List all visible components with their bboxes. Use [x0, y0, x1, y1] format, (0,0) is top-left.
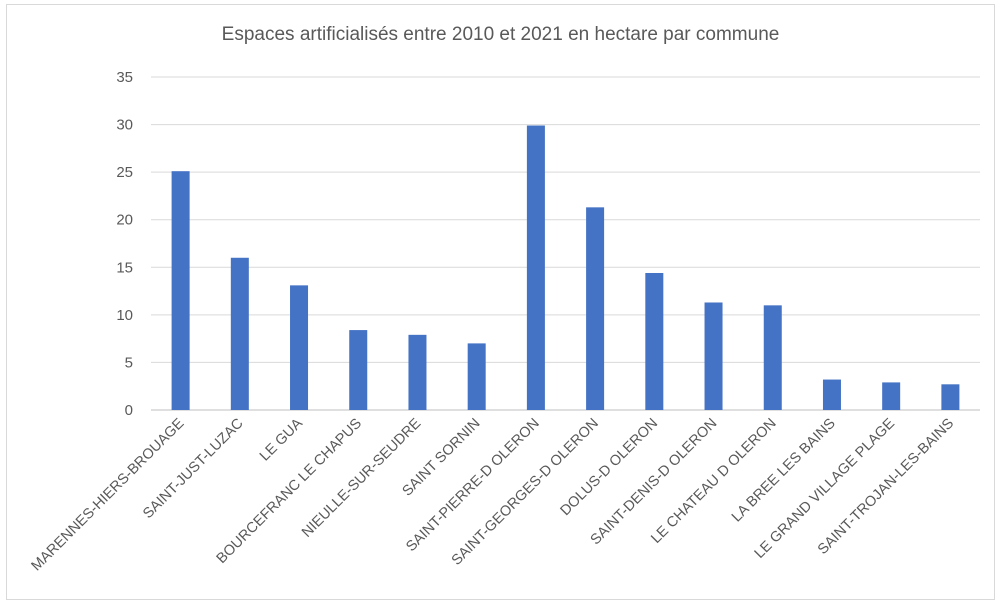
bar [763, 305, 782, 410]
x-category-label: SAINT-JUST-LUZAC [140, 416, 246, 522]
x-category-label: NIEULLE-SUR-SEUDRE [299, 415, 424, 540]
bar [822, 379, 841, 410]
y-tick-label: 30 [116, 117, 133, 134]
bar [704, 302, 723, 410]
bar [349, 330, 368, 410]
x-category-label: SAINT-DENIS-D OLERON [588, 416, 721, 549]
y-tick-label: 10 [116, 307, 133, 324]
bar [467, 343, 486, 410]
bar [171, 171, 190, 410]
x-category-label: LE GUA [257, 415, 306, 464]
y-tick-label: 5 [125, 354, 133, 371]
x-category-label: LA BREE LES BAINS [729, 416, 839, 526]
gridlines [151, 76, 980, 411]
chart-frame [6, 4, 995, 600]
bar [290, 285, 309, 410]
x-category-label: LE CHATEAU D OLERON [648, 416, 779, 547]
bar [941, 384, 960, 410]
bar [882, 382, 901, 410]
y-tick-label: 20 [116, 212, 133, 229]
y-tick-label: 25 [116, 164, 133, 181]
y-axis-tick-labels: 0 5 10 15 20 25 30 35 [116, 69, 133, 419]
bar [230, 257, 249, 410]
bar [408, 334, 427, 410]
x-category-label: DOLUS-D OLERON [558, 416, 662, 520]
bar [586, 207, 605, 410]
bar [526, 125, 545, 410]
y-tick-label: 0 [125, 402, 133, 419]
chart-title: Espaces artificialisés entre 2010 et 202… [221, 24, 780, 45]
y-tick-label: 35 [116, 69, 133, 86]
y-tick-label: 15 [116, 259, 133, 276]
bar [645, 272, 664, 410]
bars [171, 125, 960, 410]
